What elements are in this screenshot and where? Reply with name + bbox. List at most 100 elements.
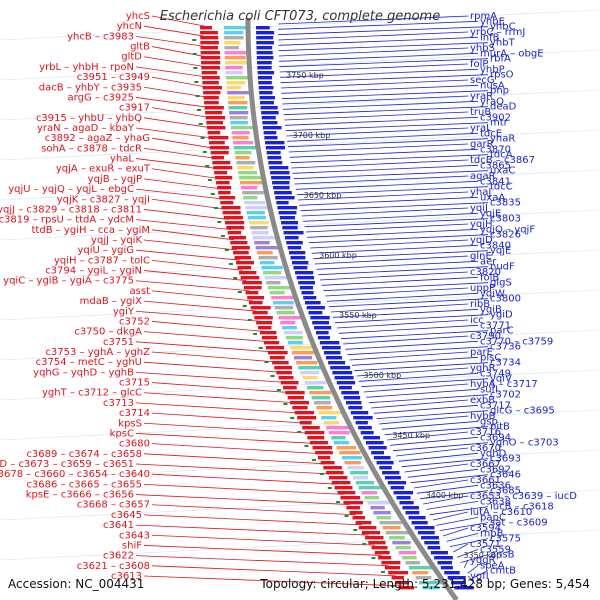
forward-label-connector [143, 56, 206, 68]
forward-label-connector [135, 555, 389, 567]
feature-bands [200, 26, 474, 590]
forward-gene-arrow [263, 341, 280, 345]
reverse-gene-label: deaD [490, 102, 517, 113]
feature-stripe [328, 431, 350, 435]
grid-line [0, 409, 600, 441]
reverse-label-connector [278, 42, 489, 52]
feature-stripe [282, 326, 297, 330]
forward-gene-arrow [368, 541, 386, 545]
reverse-label-connector [295, 180, 479, 190]
forward-gene-arrow [337, 491, 356, 495]
reverse-label-connector [390, 436, 479, 446]
reverse-gene-label: yrbC – rrmJ [470, 27, 525, 38]
forward-gene-label: yqjU – yqjQ – yqjL – ebgC [8, 184, 134, 195]
reverse-gene-label: ansB [490, 550, 515, 561]
feature-stripe [261, 266, 283, 270]
forward-gene-arrow [225, 221, 245, 225]
forward-label-connector [151, 534, 376, 546]
reverse-gene-arrow [330, 366, 351, 370]
reverse-gene-label: tdcB – c3867 [470, 155, 535, 166]
feature-stripe [227, 91, 251, 95]
reverse-gene-label: c3685 [490, 486, 521, 497]
grid-line [0, 489, 600, 521]
reverse-label-connector [460, 554, 489, 564]
reverse-gene-label: c3771 [480, 320, 511, 331]
forward-gene-arrow [317, 456, 331, 460]
forward-gene-label: c3715 [119, 378, 150, 389]
reverse-label-connector [281, 84, 479, 94]
reverse-gene-label: c3736 [490, 342, 521, 353]
forward-label-connector [151, 198, 227, 210]
reverse-label-connector [298, 191, 469, 201]
forward-label-connector [151, 473, 338, 485]
reverse-gene-arrow [257, 71, 275, 75]
reverse-label-connector [376, 410, 489, 420]
reverse-gene-label: yraL [470, 123, 492, 134]
feature-stripe [289, 346, 312, 350]
forward-label-connector [135, 97, 209, 108]
forward-label-connector [135, 35, 205, 47]
forward-label-connector [151, 137, 215, 149]
reverse-gene-label: c3790 [470, 331, 501, 342]
forward-gene-arrow [209, 146, 229, 150]
reverse-gene-arrow [393, 491, 414, 495]
forward-gene-arrow [267, 351, 288, 355]
reverse-gene-arrow [292, 261, 309, 265]
feature-stripe [376, 516, 391, 520]
reverse-gene-label: c3865 [480, 160, 511, 171]
feature-stripe [258, 256, 278, 260]
forward-gene-arrow [265, 346, 285, 350]
reverse-gene-arrow [284, 236, 299, 240]
forward-gene-label: shiF [122, 540, 142, 551]
reverse-gene-label: c3571 [470, 539, 501, 550]
reverse-gene-label: iucB – c3618 [490, 502, 554, 513]
forward-gene-arrow [250, 306, 271, 310]
forward-gene-arrow [328, 476, 348, 480]
reverse-gene-label: yggR [470, 555, 496, 566]
forward-gene-arrow [204, 101, 219, 105]
forward-gene-arrow [239, 271, 257, 275]
forward-label-connector [143, 25, 205, 37]
reverse-label-connector [410, 474, 489, 484]
forward-label-connector [151, 76, 207, 88]
forward-label-connector [135, 371, 286, 383]
forward-label-connector [135, 219, 232, 231]
forward-gene-arrow [309, 441, 328, 445]
forward-strand-connectors [135, 15, 403, 587]
reverse-gene-arrow [304, 301, 321, 305]
reverse-label-connector [368, 394, 489, 404]
forward-gene-arrow [258, 326, 272, 330]
reverse-gene-label: c3840 [480, 240, 511, 251]
reverse-gene-label: yqjE [490, 246, 511, 257]
forward-gene-label: yqiU – ygiG [77, 245, 134, 256]
reverse-gene-label: c3594 [470, 523, 501, 534]
reverse-gene-label: icc [470, 315, 484, 326]
feature-stripe [364, 496, 380, 500]
forward-gene-label: c3753 – yghA – yghZ [45, 347, 150, 358]
forward-label-connector [135, 188, 224, 200]
feature-stripe [395, 546, 411, 550]
forward-gene-arrow [208, 136, 229, 140]
forward-gene-arrow [269, 356, 285, 360]
reverse-gene-arrow [295, 271, 314, 275]
reverse-label-connector [381, 420, 479, 430]
reverse-label-connector [286, 127, 469, 137]
reverse-gene-arrow [287, 246, 302, 250]
forward-label-connector [151, 46, 205, 57]
forward-gene-label: yqjJ – c3829 – c3818 – c3811 [0, 204, 142, 215]
forward-label-connector [143, 361, 281, 373]
forward-gene-label: c3892 – agaZ – yhaG [45, 133, 150, 144]
reverse-label-connector [449, 538, 489, 548]
feature-stripe [278, 316, 303, 320]
feature-stripe [267, 286, 291, 290]
forward-gene-arrow [221, 206, 241, 210]
reverse-gene-arrow [268, 161, 283, 165]
feature-stripe [266, 281, 281, 285]
reverse-label-connector [340, 330, 489, 340]
forward-gene-label: kpsS [118, 418, 142, 429]
forward-gene-arrow [355, 521, 372, 525]
forward-gene-arrow [217, 186, 232, 190]
feature-stripe [257, 251, 273, 255]
feature-stripe [298, 366, 322, 370]
reverse-label-connector [395, 447, 469, 457]
